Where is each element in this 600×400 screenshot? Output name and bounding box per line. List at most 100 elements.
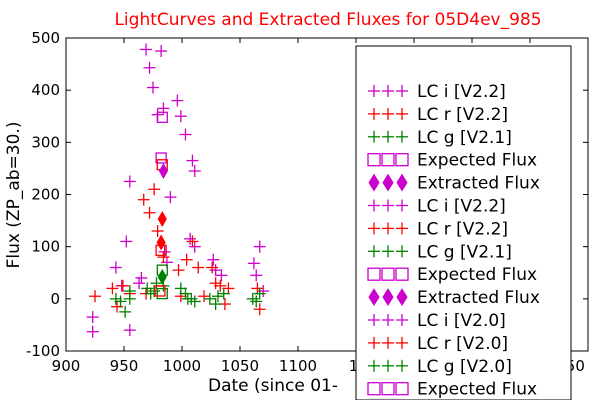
data-point-g bbox=[253, 287, 266, 300]
legend-square-marker bbox=[381, 382, 395, 396]
data-point-i bbox=[174, 110, 187, 123]
legend-label: LC g [V2.1] bbox=[417, 128, 512, 148]
legend-diamond-marker bbox=[396, 288, 408, 307]
legend-square-marker bbox=[395, 382, 409, 396]
data-point-i bbox=[86, 311, 99, 324]
data-point-i bbox=[188, 165, 201, 178]
legend-entry: LC i [V2.0] bbox=[368, 311, 506, 331]
extracted-flux-marker bbox=[157, 211, 167, 228]
data-point-i bbox=[133, 277, 146, 290]
y-tick-label: 200 bbox=[31, 186, 60, 204]
legend: LC i [V2.2] LC r [V2.2] LC g [V2.1] Expecte… bbox=[367, 82, 540, 400]
data-point-i bbox=[123, 175, 136, 188]
data-point-i bbox=[147, 81, 159, 94]
legend-plus-marker bbox=[382, 199, 394, 212]
legend-label: LC r [V2.0] bbox=[417, 334, 508, 354]
extracted-flux-marker bbox=[157, 268, 167, 285]
legend-entry: Expected Flux bbox=[367, 380, 537, 400]
data-point-i bbox=[143, 61, 156, 74]
legend-plus-marker bbox=[368, 314, 380, 326]
data-point-r bbox=[116, 279, 129, 292]
legend-plus-marker bbox=[368, 107, 380, 120]
legend-plus-marker bbox=[368, 245, 380, 258]
legend-label: LC i [V2.2] bbox=[417, 197, 506, 217]
data-point-i bbox=[250, 269, 263, 282]
data-point-g bbox=[209, 298, 222, 311]
y-tick-label: -100 bbox=[26, 342, 60, 360]
x-axis-label: Date (since 01- bbox=[208, 376, 338, 396]
data-point-g bbox=[150, 277, 163, 290]
legend-label: Expected Flux bbox=[417, 380, 537, 400]
data-point-g bbox=[114, 295, 127, 308]
legend-diamond-marker bbox=[382, 288, 394, 307]
data-marks bbox=[86, 43, 270, 338]
data-point-g bbox=[217, 287, 230, 300]
data-point-g bbox=[250, 295, 263, 308]
legend-plus-marker bbox=[396, 130, 408, 143]
legend-square-marker bbox=[367, 153, 381, 167]
data-point-r bbox=[157, 251, 170, 264]
legend-entry: Expected Flux bbox=[367, 151, 537, 171]
legend-plus-marker bbox=[382, 314, 394, 326]
legend-square-marker bbox=[367, 267, 381, 281]
x-tick-label: 1100 bbox=[279, 357, 317, 375]
data-point-r bbox=[148, 183, 161, 196]
legend-plus-marker bbox=[368, 222, 380, 235]
legend-plus-marker bbox=[396, 199, 408, 212]
data-point-r bbox=[180, 253, 193, 266]
data-point-r bbox=[192, 261, 205, 274]
expected-flux-marker bbox=[154, 285, 166, 297]
data-point-r bbox=[89, 290, 101, 303]
legend-entry: LC i [V2.2] bbox=[368, 82, 506, 102]
y-tick-label: 500 bbox=[31, 29, 60, 47]
data-point-i bbox=[120, 235, 133, 248]
legend-entry: Extracted Flux bbox=[368, 173, 540, 194]
legend-diamond-marker bbox=[368, 173, 380, 192]
legend-label: Extracted Flux bbox=[417, 288, 540, 308]
legend-plus-marker bbox=[368, 199, 380, 212]
axis-ticks: 90095010001050110011350-1000100200300400… bbox=[26, 29, 589, 375]
data-point-i bbox=[247, 257, 260, 270]
legend-label: Extracted Flux bbox=[417, 174, 540, 194]
legend-entry: LC g [V2.0] bbox=[368, 357, 512, 377]
data-point-r bbox=[172, 264, 185, 277]
legend-plus-marker bbox=[382, 222, 394, 235]
data-point-i bbox=[135, 271, 148, 284]
legend-plus-marker bbox=[382, 245, 394, 258]
legend-label: LC r [V2.2] bbox=[417, 105, 508, 125]
data-point-r bbox=[186, 235, 199, 248]
data-point-g bbox=[123, 285, 136, 298]
x-tick-label: 950 bbox=[110, 357, 139, 375]
data-point-i bbox=[109, 261, 122, 274]
data-point-g bbox=[119, 305, 132, 318]
legend-diamond-marker bbox=[382, 173, 394, 192]
data-point-i bbox=[179, 128, 192, 141]
x-tick-label: 1050 bbox=[221, 357, 259, 375]
data-point-g bbox=[148, 285, 161, 298]
legend-plus-marker bbox=[396, 85, 408, 97]
data-point-i bbox=[186, 154, 199, 167]
legend-entry: LC g [V2.1] bbox=[368, 128, 512, 148]
data-point-r bbox=[253, 303, 266, 316]
legend-label: LC g [V2.1] bbox=[417, 242, 512, 262]
legend-entry: LC i [V2.2] bbox=[368, 197, 506, 217]
legend-plus-marker bbox=[396, 245, 408, 258]
data-point-r bbox=[106, 282, 119, 295]
legend-plus-marker bbox=[382, 85, 394, 97]
y-tick-label: 300 bbox=[31, 133, 60, 151]
legend-plus-marker bbox=[396, 336, 408, 349]
data-point-g bbox=[179, 287, 192, 300]
legend-square-marker bbox=[381, 267, 395, 281]
data-point-g bbox=[181, 292, 194, 305]
legend-plus-marker bbox=[396, 222, 408, 235]
x-tick-label: 1000 bbox=[163, 357, 201, 375]
data-point-i bbox=[164, 191, 177, 204]
legend-plus-marker bbox=[396, 359, 408, 372]
data-point-g bbox=[203, 292, 216, 305]
legend-label: LC i [V2.0] bbox=[417, 311, 506, 331]
extracted-flux-marker bbox=[158, 163, 169, 180]
data-point-r bbox=[251, 282, 264, 295]
legend-plus-marker bbox=[368, 336, 380, 349]
legend-plus-marker bbox=[368, 130, 380, 143]
